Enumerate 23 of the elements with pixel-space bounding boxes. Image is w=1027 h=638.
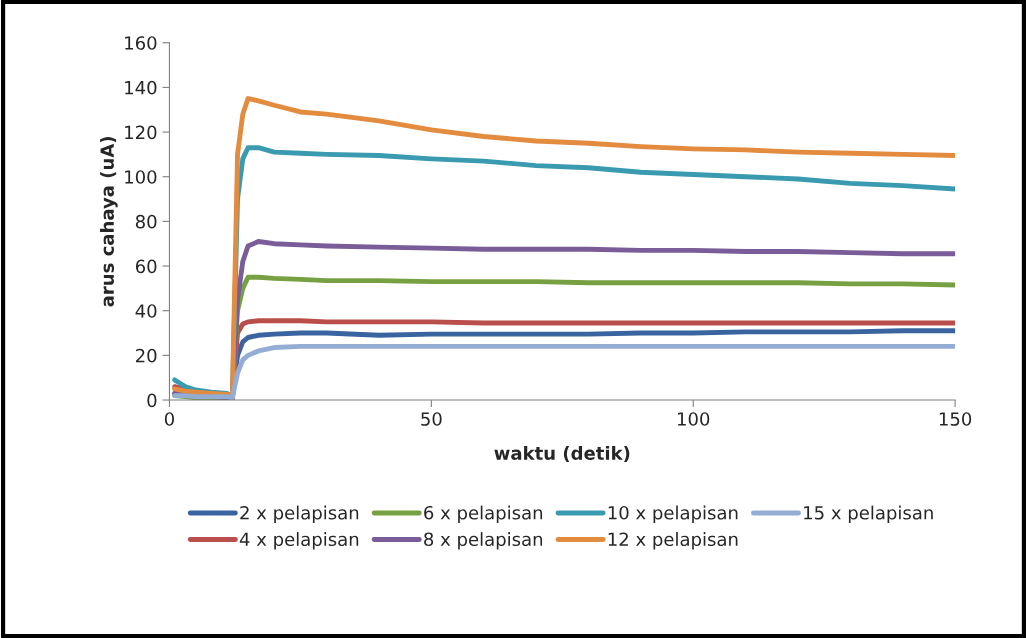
y-tick-label: 40 [135, 304, 157, 318]
legend-label: 8 x pelapisan [424, 532, 543, 550]
y-tick-label: 160 [125, 36, 157, 50]
y-tick-label: 0 [147, 393, 157, 408]
x-tick-label: 50 [421, 412, 442, 426]
y-tick-label: 80 [135, 214, 157, 229]
x-axis-title: waktu (detik) [494, 445, 630, 463]
legend-label: 6 x pelapisan [424, 505, 543, 524]
y-tick-label: 20 [136, 348, 157, 363]
line-series [172, 344, 956, 401]
y-tick-label: 100 [125, 170, 157, 184]
y-tick-label: 140 [125, 80, 157, 95]
legend-label: 2 x pelapisan [240, 505, 359, 524]
legend-label: 10 x pelapisan [608, 505, 738, 524]
x-tick-label: 150 [939, 412, 972, 426]
legend-label: 15 x pelapisan [804, 505, 933, 524]
y-axis-title: arus cahaya (uA) [100, 136, 118, 307]
y-tick-label: 60 [135, 259, 157, 274]
x-tick-label: 0 [164, 412, 174, 426]
legend-label: 12 x pelapisan [608, 532, 738, 550]
y-tick-label: 120 [125, 125, 157, 140]
x-tick-label: 100 [677, 412, 710, 426]
legend-label: 4 x pelapisan [239, 532, 359, 550]
